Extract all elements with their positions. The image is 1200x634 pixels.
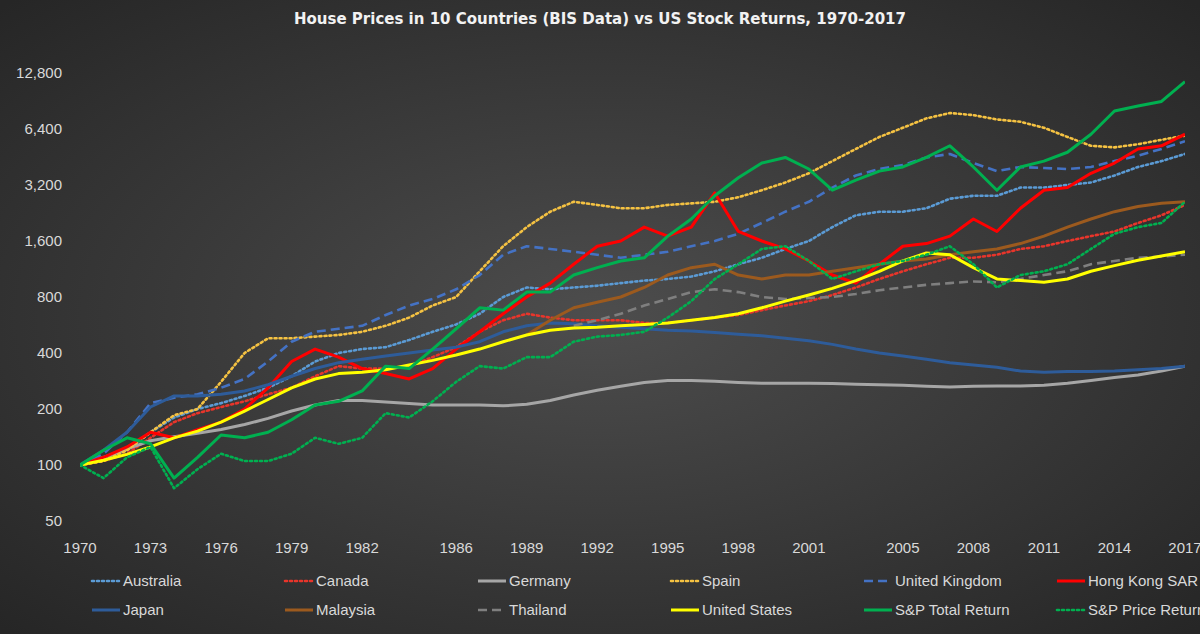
legend-swatch <box>478 609 506 612</box>
y-tick-label: 1,600 <box>24 232 62 249</box>
legend-label: S&P Total Return <box>895 601 1010 618</box>
axes: 50 100 200 400 800 1,600 3,200 6,400 12,800 1970 1… <box>16 64 1200 556</box>
legend-label: Thailand <box>509 601 567 618</box>
legend-swatch <box>864 609 892 612</box>
x-tick-label: 1982 <box>345 539 378 556</box>
legend-swatch <box>92 580 120 583</box>
x-tick-label: 1992 <box>581 539 614 556</box>
x-tick-label: 1998 <box>722 539 755 556</box>
legend-label: Australia <box>123 572 182 589</box>
legend-swatch <box>285 609 313 612</box>
y-tick-label: 3,200 <box>24 176 62 193</box>
chart: House Prices in 10 Countries (BIS Data) … <box>0 0 1200 634</box>
legend-label: United States <box>702 601 792 618</box>
legend-label: Canada <box>316 572 369 589</box>
legend-swatch <box>92 609 120 612</box>
series-line <box>80 141 1185 465</box>
legend-label: United Kingdom <box>895 572 1002 589</box>
legend-label: S&P Price Return <box>1088 601 1200 618</box>
y-tick-label: 400 <box>37 344 62 361</box>
series-line <box>80 154 1185 465</box>
legend-swatch <box>285 580 313 583</box>
x-tick-label: 2001 <box>792 539 825 556</box>
series-line <box>80 113 1185 465</box>
y-tick-label: 6,400 <box>24 120 62 137</box>
background <box>0 0 1200 634</box>
legend-swatch <box>864 580 892 583</box>
x-tick-label: 1995 <box>651 539 684 556</box>
x-tick-label: 2014 <box>1098 539 1131 556</box>
legend-swatch <box>1057 609 1085 612</box>
x-tick-label: 1979 <box>275 539 308 556</box>
series-line <box>80 366 1185 465</box>
x-tick-label: 2005 <box>886 539 919 556</box>
y-tick-label: 12,800 <box>16 64 62 81</box>
legend-swatch <box>478 580 506 583</box>
legend-label: Germany <box>509 572 571 589</box>
series-line <box>80 134 1185 465</box>
legend-swatch <box>671 580 699 583</box>
y-tick-label: 100 <box>37 456 62 473</box>
x-tick-label: 2008 <box>957 539 990 556</box>
series-line <box>80 82 1185 478</box>
x-tick-label: 1970 <box>63 539 96 556</box>
legend-swatch <box>1057 580 1085 583</box>
legend-swatch <box>671 609 699 612</box>
y-tick-label: 800 <box>37 288 62 305</box>
title: House Prices in 10 Countries (BIS Data) … <box>294 10 906 28</box>
legend-label: Hong Kong SAR <box>1088 572 1198 589</box>
x-tick-label: 1973 <box>134 539 167 556</box>
y-tick-label: 50 <box>45 512 62 529</box>
x-tick-label: 2011 <box>1028 539 1060 556</box>
legend-label: Malaysia <box>316 601 376 618</box>
x-tick-label: 1989 <box>510 539 543 556</box>
series-line <box>527 202 1185 335</box>
x-tick-label: 1976 <box>204 539 237 556</box>
series-line <box>80 323 1185 465</box>
x-tick-label: 2017 <box>1168 539 1200 556</box>
plot-area <box>80 82 1185 489</box>
series-line <box>80 252 1185 465</box>
legend-label: Spain <box>702 572 740 589</box>
x-tick-label: 1986 <box>439 539 472 556</box>
series-line <box>80 202 1185 488</box>
legend-label: Japan <box>123 601 164 618</box>
legend: Australia Canada Germany Spain United Kingdo… <box>92 572 1200 618</box>
y-tick-label: 200 <box>37 400 62 417</box>
